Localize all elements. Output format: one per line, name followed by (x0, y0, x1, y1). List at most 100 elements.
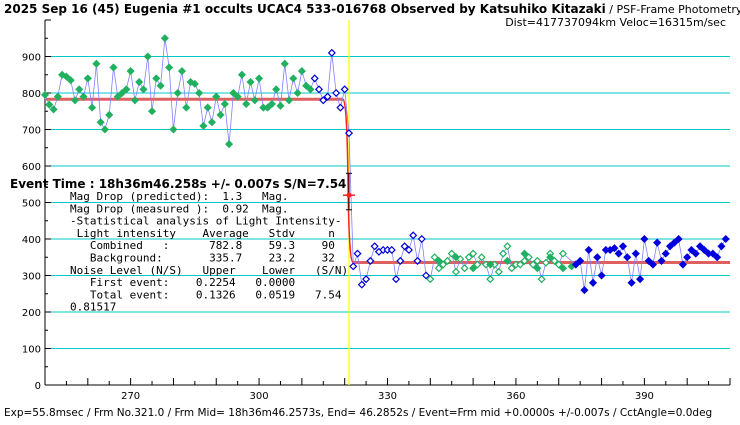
data-point (126, 67, 135, 76)
data-point (533, 264, 542, 273)
data-point (195, 88, 204, 98)
data-point (529, 260, 538, 269)
data-point (237, 70, 246, 79)
data-point (272, 85, 281, 94)
chart-subtitle-distance: Dist=417737094km Veloc=16315m/sec (505, 16, 726, 29)
data-point (83, 74, 92, 83)
data-point (434, 256, 443, 265)
data-point (614, 249, 623, 258)
data-point (417, 234, 426, 244)
data-point (580, 286, 589, 295)
statistics-line: Light intensity Average Stdv n (70, 227, 335, 240)
y-tick-labels: 0 100 200 300 400 500 600 700 800 900 (22, 53, 41, 393)
chart-title-main: 2025 Sep 16 (45) Eugenia #1 occults UCAC… (4, 2, 606, 16)
model-drop-curve (342, 98, 354, 264)
data-point (280, 59, 289, 68)
data-point (421, 271, 431, 280)
data-point (588, 278, 598, 287)
data-point (486, 260, 495, 269)
data-point (666, 242, 675, 251)
data-point (216, 110, 225, 119)
chart-title-method: / PSF-Frame Photometry / (606, 3, 740, 16)
data-point (233, 92, 242, 101)
data-point (314, 85, 324, 94)
data-point (199, 121, 208, 130)
y-tick-label-400: 400 (22, 235, 41, 246)
data-point (678, 260, 687, 269)
statistics-line: Combined : 782.8 59.3 90 (70, 239, 335, 252)
statistics-line: 0.81517 (70, 301, 116, 314)
data-point (708, 249, 717, 258)
data-point (242, 99, 251, 108)
data-point (366, 256, 375, 265)
data-point (387, 245, 396, 254)
data-point (434, 264, 443, 273)
data-point (297, 67, 306, 76)
data-point (392, 275, 401, 284)
data-point (413, 256, 422, 265)
data-point (212, 92, 221, 101)
data-point (130, 96, 139, 105)
y-tick-label-200: 200 (22, 308, 41, 319)
data-point (499, 249, 508, 258)
data-point (88, 103, 97, 112)
x-tick-labels: 270 300 330 360 390 (121, 391, 654, 402)
data-point (721, 234, 730, 244)
statistics-text-block: Mag Drop (predicted): 1.3 Mag.Mag Drop (… (70, 190, 348, 314)
data-point (267, 99, 276, 108)
data-point (122, 85, 131, 94)
data-point (152, 74, 161, 83)
data-point (396, 256, 405, 265)
data-point (66, 76, 75, 85)
footer-exposure-info: Exp=55.8msec / Frm No.321.0 / Frm Mid= 1… (4, 407, 712, 419)
data-point (533, 256, 542, 265)
data-point (683, 253, 692, 262)
data-point (53, 92, 62, 101)
data-point (541, 258, 550, 267)
data-point (550, 256, 559, 265)
data-point (113, 92, 122, 101)
data-point (631, 249, 640, 258)
data-point (443, 256, 452, 265)
data-point (537, 275, 546, 284)
statistics-line: First event: 0.2254 0.0000 (70, 276, 295, 289)
data-point (327, 48, 336, 57)
event-marker-dot (346, 192, 352, 198)
data-point (203, 103, 212, 112)
statistics-line: Mag Drop (measured ): 0.92 Mag. (70, 202, 289, 215)
data-point (79, 92, 88, 101)
data-point (503, 256, 512, 265)
data-point (469, 249, 478, 258)
data-point (627, 278, 636, 287)
data-point (173, 88, 182, 98)
data-point (165, 63, 174, 72)
data-point (177, 67, 187, 76)
data-point (469, 264, 478, 273)
data-point (597, 271, 606, 280)
data-point (494, 267, 503, 276)
data-point (576, 256, 585, 265)
data-point (670, 238, 679, 247)
data-point (409, 231, 418, 240)
data-point (610, 244, 619, 253)
data-point (713, 253, 722, 262)
x-tick-label-360: 360 (506, 391, 525, 402)
data-point (451, 267, 461, 276)
data-point (357, 280, 366, 289)
data-point (661, 249, 670, 258)
data-point (516, 260, 525, 269)
data-point (439, 260, 448, 269)
data-point (139, 85, 148, 94)
data-point (135, 78, 144, 87)
data-point (623, 253, 632, 262)
grid-lines (45, 56, 730, 349)
data-point (160, 34, 169, 43)
event-time-readout: Event Time : 18h36m46.258s +/- 0.007s S/… (10, 177, 346, 191)
data-point (190, 79, 199, 88)
data-point (96, 118, 105, 127)
data-point (344, 129, 354, 138)
data-point (657, 256, 666, 265)
data-point (62, 72, 71, 81)
data-point (447, 249, 456, 258)
